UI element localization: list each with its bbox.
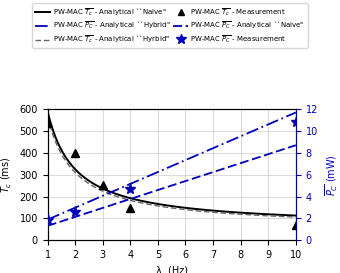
X-axis label: λ  (Hz): λ (Hz) bbox=[156, 266, 188, 273]
Y-axis label: $\overline{T_c}$ (ms): $\overline{T_c}$ (ms) bbox=[0, 156, 14, 193]
Legend: PW-MAC $\overline{T_c}$ - Analytical ``Naive", PW-MAC $\overline{P_C}$ - Analyti: PW-MAC $\overline{T_c}$ - Analytical ``N… bbox=[32, 4, 308, 48]
Y-axis label: $\overline{P_C}$ (mW): $\overline{P_C}$ (mW) bbox=[323, 154, 340, 196]
